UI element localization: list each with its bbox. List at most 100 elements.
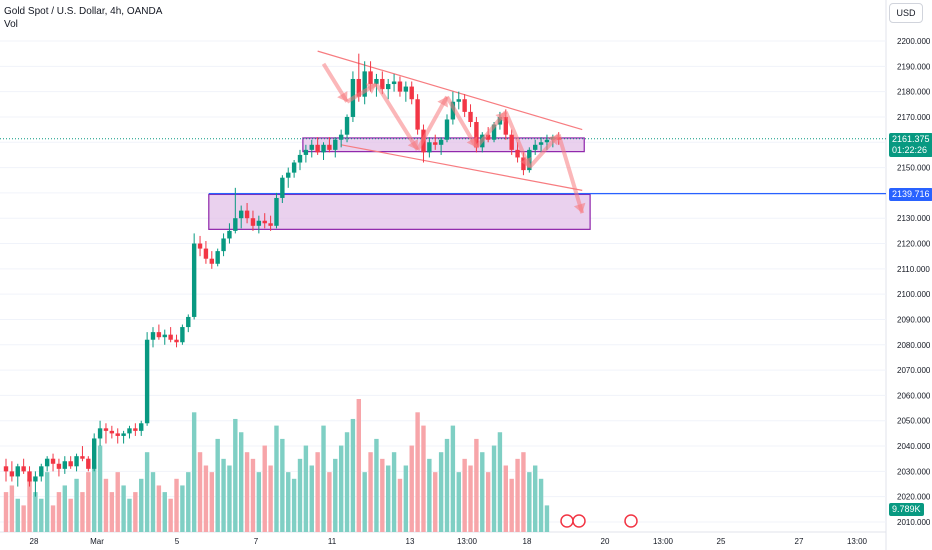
volume-bar [456, 472, 461, 532]
volume-bar [362, 472, 367, 532]
volume-label: Vol [4, 19, 18, 30]
y-tick-label: 2020.000 [897, 493, 931, 502]
volume-bar [462, 458, 467, 532]
volume-bar [415, 412, 420, 532]
candle-body [115, 433, 120, 436]
price-tag-value: 2161.375 [892, 133, 930, 144]
volume-bar [197, 452, 203, 532]
x-tick-label: 27 [795, 537, 804, 546]
candle-body [239, 210, 244, 219]
x-tick-label: 18 [523, 537, 532, 546]
volume-bar [544, 505, 550, 532]
volume-bar [109, 492, 115, 532]
volume-bar [168, 498, 173, 532]
currency-button[interactable]: USD [889, 3, 923, 23]
volume-bar [474, 438, 479, 532]
volume-bar [391, 452, 397, 532]
candle-body [538, 142, 544, 145]
candle-body [215, 251, 220, 264]
volume-bar [303, 445, 309, 532]
candle-body [180, 327, 185, 343]
volume-bar [103, 478, 109, 532]
volume-bar [21, 505, 26, 532]
y-tick-label: 2180.000 [897, 88, 931, 97]
x-tick-label: 13:00 [847, 537, 868, 546]
volume-bar [427, 458, 432, 532]
forecast-arrow [556, 134, 585, 214]
forecast-arrow-head [407, 139, 418, 150]
candle-body [344, 116, 350, 135]
volume-bar [215, 438, 220, 532]
candle-body [280, 177, 285, 198]
x-tick-label: 20 [601, 537, 610, 546]
volume-bar [374, 438, 379, 532]
volume-bar [80, 492, 85, 532]
candle-body [491, 124, 497, 140]
x-tick-label: 28 [30, 537, 39, 546]
candle-body [474, 122, 479, 148]
volume-bar [244, 452, 250, 532]
candle-body [456, 99, 461, 102]
volume-bar [403, 465, 409, 532]
volume-bar [350, 418, 356, 532]
level-tag: 2139.716 [889, 187, 932, 201]
volume-bar [338, 445, 344, 532]
candle-body [168, 334, 173, 340]
forecast-arrow-head [495, 111, 506, 123]
candle-body [50, 458, 56, 464]
candle-body [144, 339, 150, 424]
candle-body [397, 81, 403, 92]
candle-body [139, 423, 144, 431]
volume-bar [127, 498, 132, 532]
volume-bar [297, 458, 303, 532]
candle-body [309, 144, 314, 150]
x-tick-label: 13:00 [653, 537, 674, 546]
volume-bar [97, 445, 103, 532]
candle-body [521, 157, 526, 171]
candle-body [3, 466, 9, 472]
volume-bar [50, 505, 56, 532]
candle-body [227, 230, 232, 239]
volume-bar [333, 458, 338, 532]
price-tag-countdown: 01:22:26 [892, 144, 928, 155]
candle-body [86, 458, 91, 469]
candle-body [33, 476, 38, 482]
candle-body [191, 243, 197, 317]
volume-bar [221, 458, 226, 532]
candle-body [356, 78, 361, 97]
candle-body [250, 218, 256, 226]
forecast-arrow-head [337, 90, 348, 102]
forecast-arrow [374, 82, 420, 151]
channel-upper-line [317, 50, 583, 131]
candle-body [21, 466, 26, 472]
forecast-arrow [445, 95, 479, 149]
candle-body [27, 471, 32, 482]
volume-bar [503, 465, 508, 532]
y-tick-label: 2050.000 [897, 417, 931, 426]
candle-body [162, 334, 167, 338]
candle-body [374, 78, 379, 85]
candle-body [103, 428, 109, 431]
candle-body [503, 116, 508, 135]
x-tick-label: 11 [328, 537, 337, 546]
volume-bar [291, 478, 297, 532]
candle-body [327, 144, 332, 150]
candle-body [233, 218, 238, 231]
volume-bar [274, 425, 279, 532]
candle-body [468, 111, 473, 123]
y-tick-label: 2070.000 [897, 366, 931, 375]
volume-bar [86, 472, 91, 532]
y-tick-label: 2190.000 [897, 62, 931, 71]
volume-bar [233, 418, 238, 532]
volume-bar [33, 492, 38, 532]
volume-bar [521, 452, 526, 532]
candle-body [444, 119, 450, 140]
candle-body [415, 99, 420, 130]
volume-bar [139, 478, 144, 532]
candle-body [62, 461, 67, 469]
candle-body [209, 258, 214, 264]
volume-bar [27, 478, 32, 532]
candle-body [338, 134, 344, 140]
candle-body [174, 339, 179, 343]
